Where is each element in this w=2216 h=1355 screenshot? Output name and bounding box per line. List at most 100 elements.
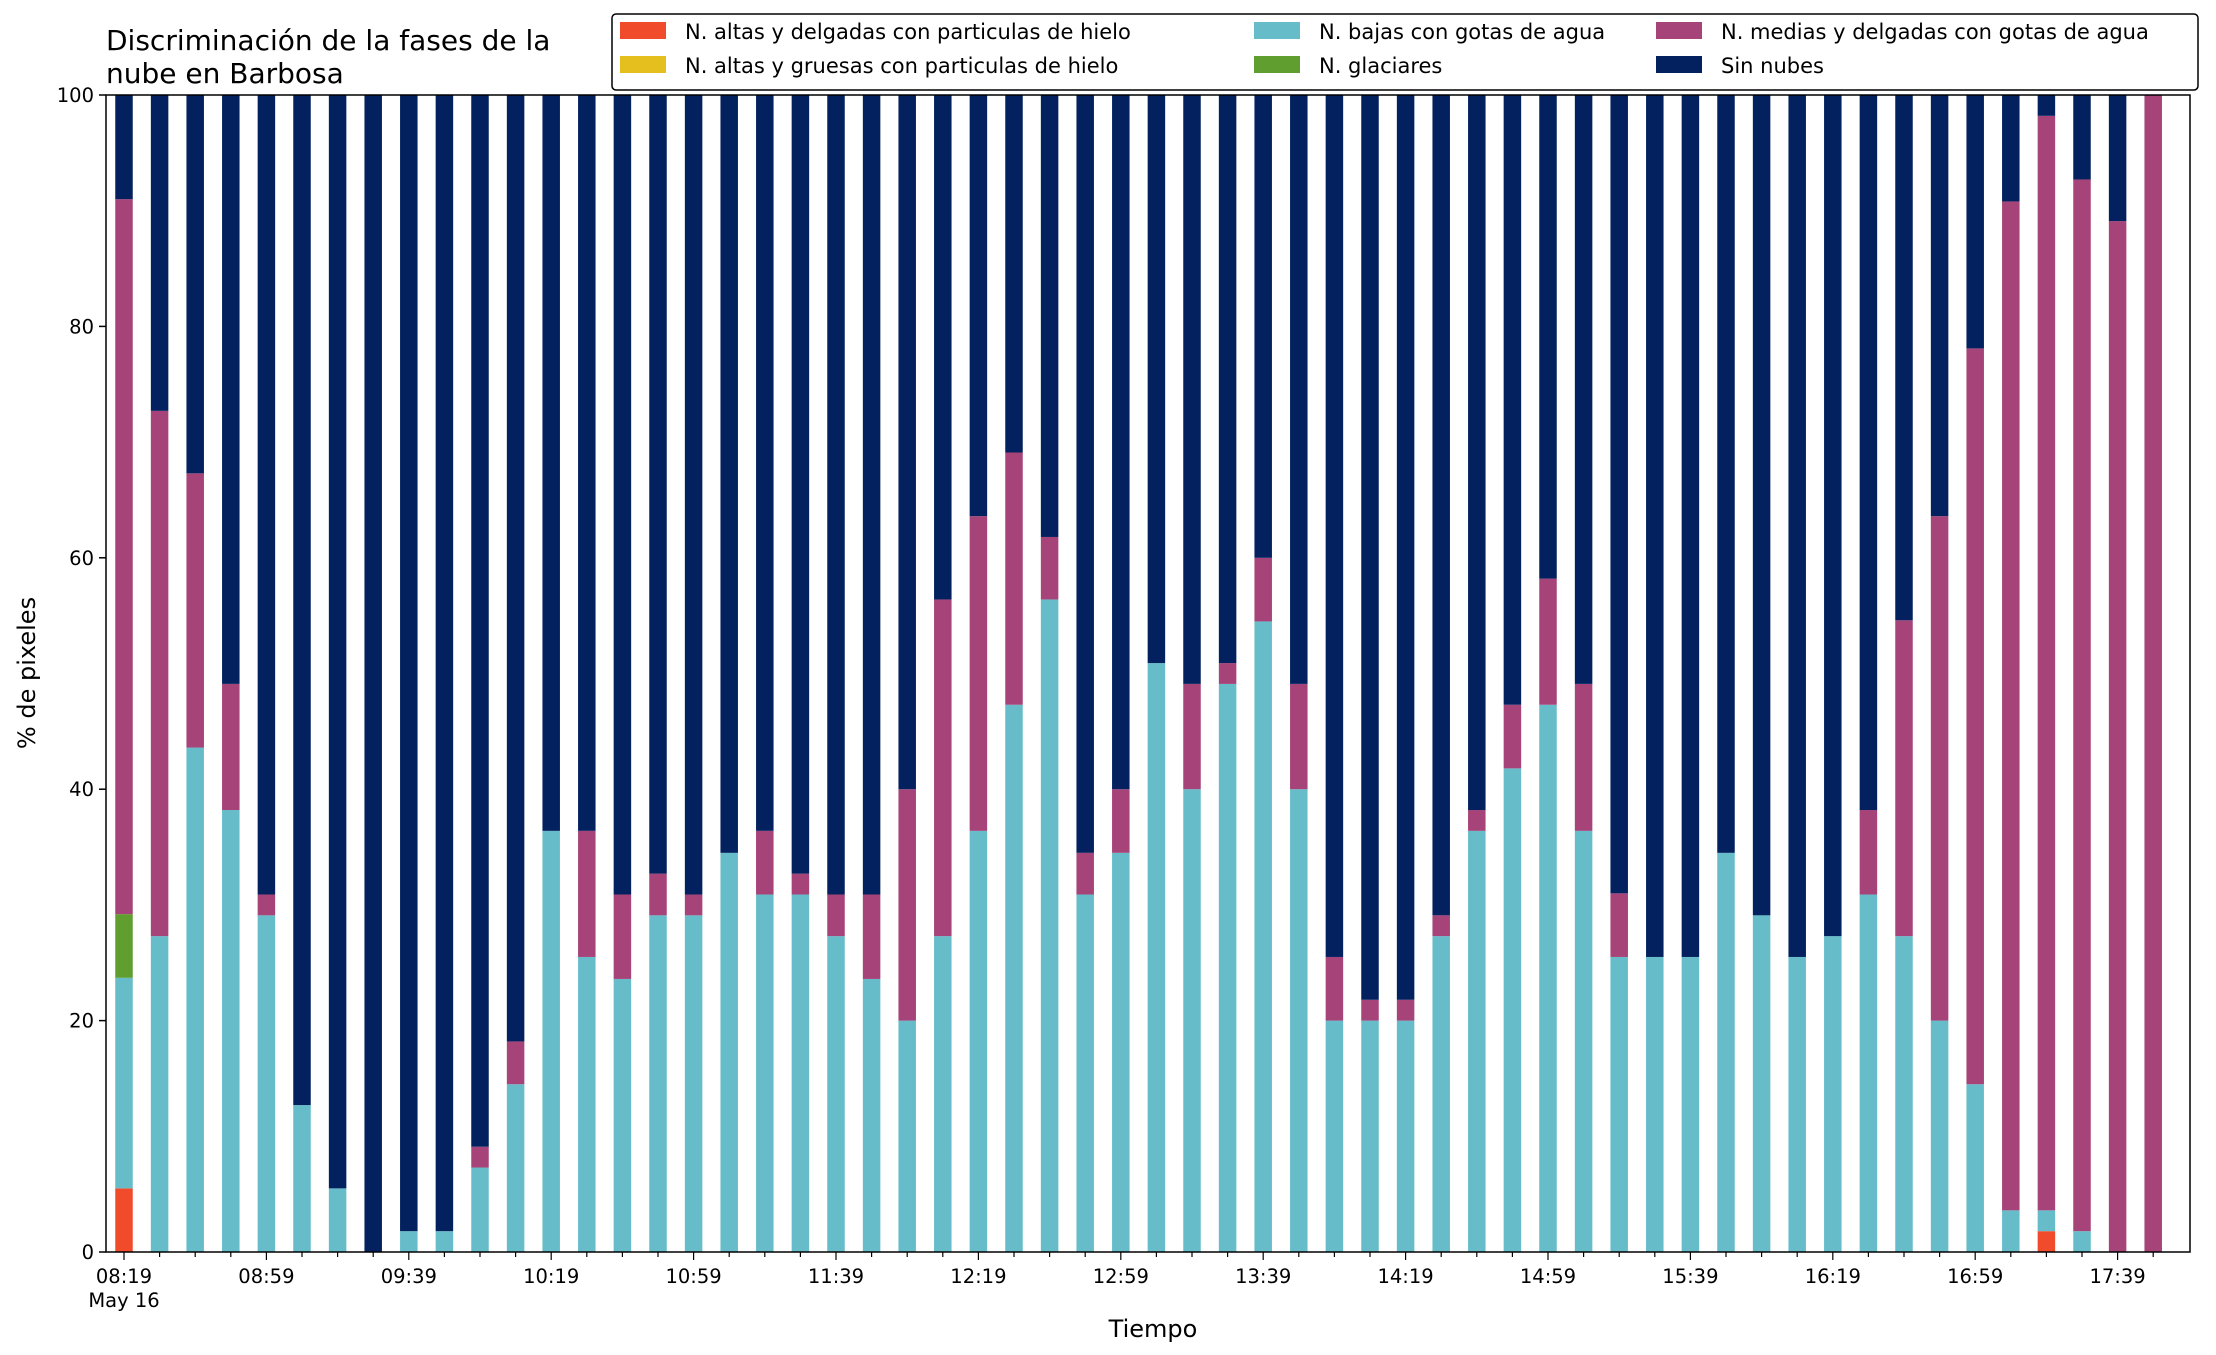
x-tick-label: 08:19 [96, 1265, 152, 1288]
bar-segment [1076, 894, 1094, 1252]
bar-segment [827, 936, 845, 1252]
bar-segment [2144, 95, 2162, 1252]
bar-segment [115, 199, 133, 915]
bar-segment [471, 1146, 489, 1168]
bar-segment [1681, 956, 1700, 1252]
bar-segment [720, 95, 738, 853]
legend-swatch [620, 22, 666, 39]
bar-segment [1254, 557, 1272, 622]
bar-segment [862, 978, 881, 1252]
x-tick-label: 15:39 [1662, 1265, 1718, 1288]
bar-segment [150, 410, 169, 937]
bar-segment [115, 977, 133, 1189]
bar-segment [1930, 1020, 1949, 1252]
bar-segment [898, 95, 916, 790]
bar-segment [756, 894, 774, 1252]
bar-segment [435, 1231, 454, 1252]
bar-segment [293, 1105, 311, 1252]
bar-segment [1610, 95, 1628, 894]
bar-segment [649, 915, 667, 1252]
bar-segment [1112, 852, 1130, 1252]
bar-segment [1290, 789, 1308, 1252]
chart-title-line-1: Discriminación de la fases de la [106, 24, 550, 57]
bar-segment [1361, 95, 1379, 1000]
bar-segment [1254, 95, 1272, 558]
bar-segment [115, 95, 133, 200]
bar-segment [898, 1020, 916, 1252]
bar-segment [613, 894, 632, 979]
bar-segment [506, 1084, 525, 1252]
x-tick-label: 12:59 [1093, 1265, 1149, 1288]
bar-segment [542, 95, 560, 831]
bar-segment [720, 852, 738, 1252]
chart-title: Discriminación de la fases de la nube en… [106, 24, 550, 90]
bar-segment [364, 95, 382, 1252]
bar-segment [1930, 95, 1949, 517]
y-tick-label: 100 [57, 84, 94, 107]
bar-segment [1574, 683, 1593, 831]
bar-segment [791, 873, 810, 895]
legend: N. altas y delgadas con particulas de hi… [611, 13, 2199, 91]
bar-segment [684, 95, 703, 895]
legend-swatch [1254, 56, 1300, 73]
bar-segment [1040, 536, 1059, 600]
bar-segment [2108, 221, 2127, 1253]
bar-segment [435, 95, 454, 1232]
bar-segment [1290, 683, 1308, 790]
bar-segment [613, 95, 632, 895]
bar-segment [471, 95, 489, 1147]
bar-segment [1076, 95, 1094, 853]
bar-segment [1290, 95, 1308, 684]
legend-label: N. altas y delgadas con particulas de hi… [685, 20, 1131, 44]
bar-segment [2002, 95, 2020, 202]
y-tick-label: 60 [69, 547, 94, 570]
bar-segment [1966, 348, 1984, 1085]
legend-swatch [1254, 22, 1300, 39]
x-tick-label: 16:59 [1947, 1265, 2003, 1288]
bar-segment [969, 95, 988, 517]
bar-segment [1147, 95, 1166, 664]
bar-segment [791, 95, 810, 874]
x-tick-label: 09:39 [381, 1265, 437, 1288]
bar-segment [2037, 1231, 2056, 1252]
x-tick-label: 10:19 [523, 1265, 579, 1288]
bar-segment [471, 1167, 489, 1252]
bar-segment [1112, 789, 1130, 853]
bar-segment [578, 95, 596, 831]
bar-segment [862, 894, 881, 979]
bar-segment [506, 1041, 525, 1085]
bar-segment [1539, 578, 1557, 705]
bar-segment [2002, 1210, 2020, 1252]
bar-segment [1183, 95, 1201, 684]
bar-segment [400, 1231, 418, 1252]
bar-segment [1824, 95, 1842, 937]
legend-label: Sin nubes [1721, 54, 1824, 78]
bar-segment [1147, 663, 1166, 1252]
x-tick-label: 14:19 [1377, 1265, 1433, 1288]
legend-label: N. glaciares [1319, 54, 1442, 78]
bar-segment [222, 810, 240, 1252]
bar-segment [1112, 95, 1130, 790]
bar-segment [1503, 768, 1522, 1252]
bar-segment [862, 95, 881, 895]
x-date-label: May 16 [88, 1289, 159, 1312]
bar-segment [2108, 95, 2127, 222]
y-tick-label: 0 [82, 1241, 94, 1264]
bar-segment [649, 95, 667, 874]
bar-segment [1895, 620, 1913, 937]
bar-segment [1895, 936, 1913, 1252]
bar-segment [293, 95, 311, 1106]
x-axis-label: Tiempo [1108, 1315, 1198, 1343]
bar-segment [1539, 95, 1557, 579]
bar-segment [1218, 663, 1237, 684]
bar-segment [1610, 893, 1628, 957]
bar-segment [1183, 789, 1201, 1252]
bar-segment [969, 830, 988, 1252]
bar-segment [827, 95, 845, 895]
bar-segment [1824, 936, 1842, 1252]
bar-segment [1325, 956, 1344, 1021]
bar-segment [1646, 956, 1664, 1252]
bar-segment [1859, 95, 1878, 811]
legend-swatch [1656, 56, 1702, 73]
bar-segment [542, 830, 560, 1252]
